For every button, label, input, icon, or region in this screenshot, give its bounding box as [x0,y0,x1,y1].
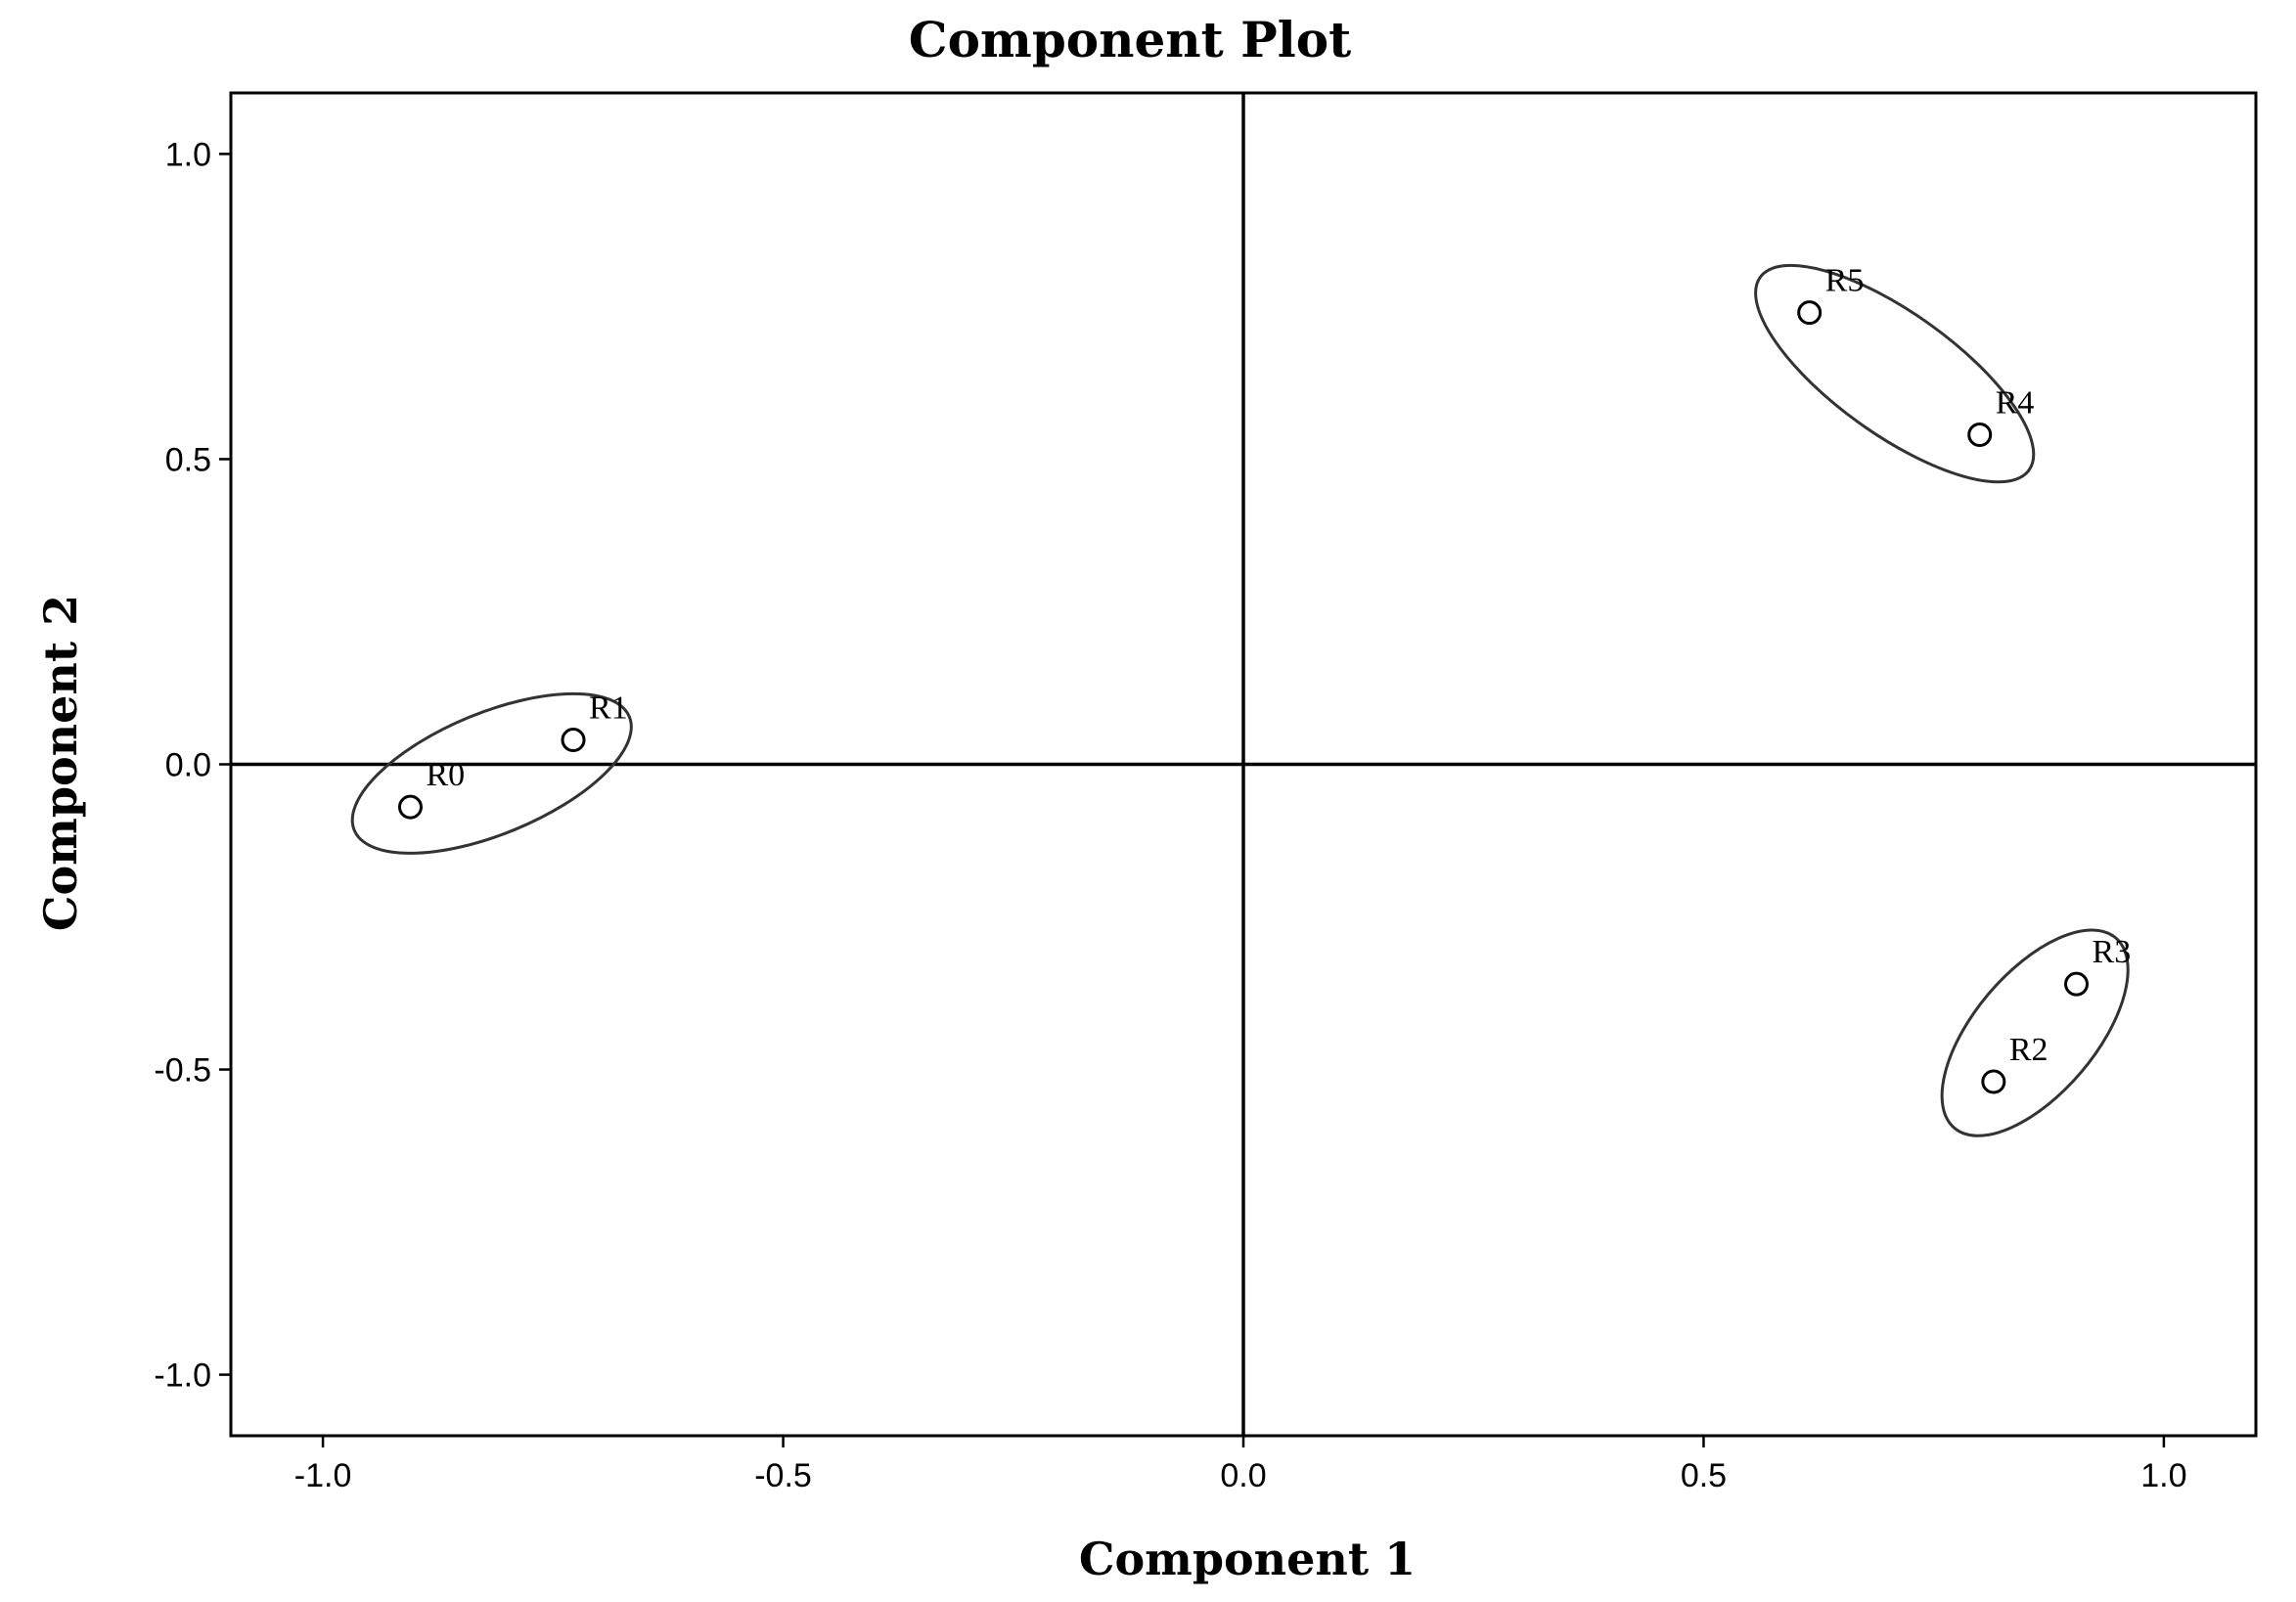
point-marker-r5 [1797,300,1823,326]
y-tick-label: -1.0 [154,1357,211,1395]
group-ellipses [350,263,2130,1137]
point-label-r5: R5 [1825,263,1865,299]
point-marker-r2 [1981,1069,2006,1094]
reference-lines [231,93,2256,1436]
point-label-r1: R1 [589,690,628,727]
x-tick-label: 1.0 [2140,1457,2186,1494]
point-label-r0: R0 [426,757,465,793]
x-tick-label: -1.0 [294,1457,352,1494]
point-label-r2: R2 [2009,1032,2048,1068]
y-tick-label: 0.5 [165,441,211,478]
data-points: R0 R1 R2 R3 R4 R5 [397,263,2132,1094]
point-marker-r3 [2064,971,2090,997]
point-label-r3: R3 [2093,934,2132,970]
chart-title: Component Plot [909,11,1351,68]
group-ellipse-r0-r1 [350,691,633,855]
x-tick-label: -0.5 [754,1457,812,1494]
group-ellipse-r2-r3 [1940,928,2130,1137]
point-marker-r0 [397,794,423,820]
y-tick-label: 0.0 [165,747,211,784]
x-axis-label: Component 1 [1079,1533,1416,1585]
y-axis-label: Component 2 [34,595,87,931]
point-marker-r4 [1967,422,1993,447]
axis-ticks: -1.0 -0.5 0.0 0.5 1.0 -1.0 -0.5 0.0 0.5 1.0 [154,136,2186,1494]
y-tick-label: -0.5 [154,1052,211,1090]
x-tick-label: 0.5 [1681,1457,1727,1494]
group-ellipse-r4-r5 [1754,263,2036,484]
x-tick-label: 0.0 [1220,1457,1266,1494]
point-marker-r1 [561,728,586,753]
point-label-r4: R4 [1996,384,2035,421]
y-tick-label: 1.0 [165,136,211,173]
